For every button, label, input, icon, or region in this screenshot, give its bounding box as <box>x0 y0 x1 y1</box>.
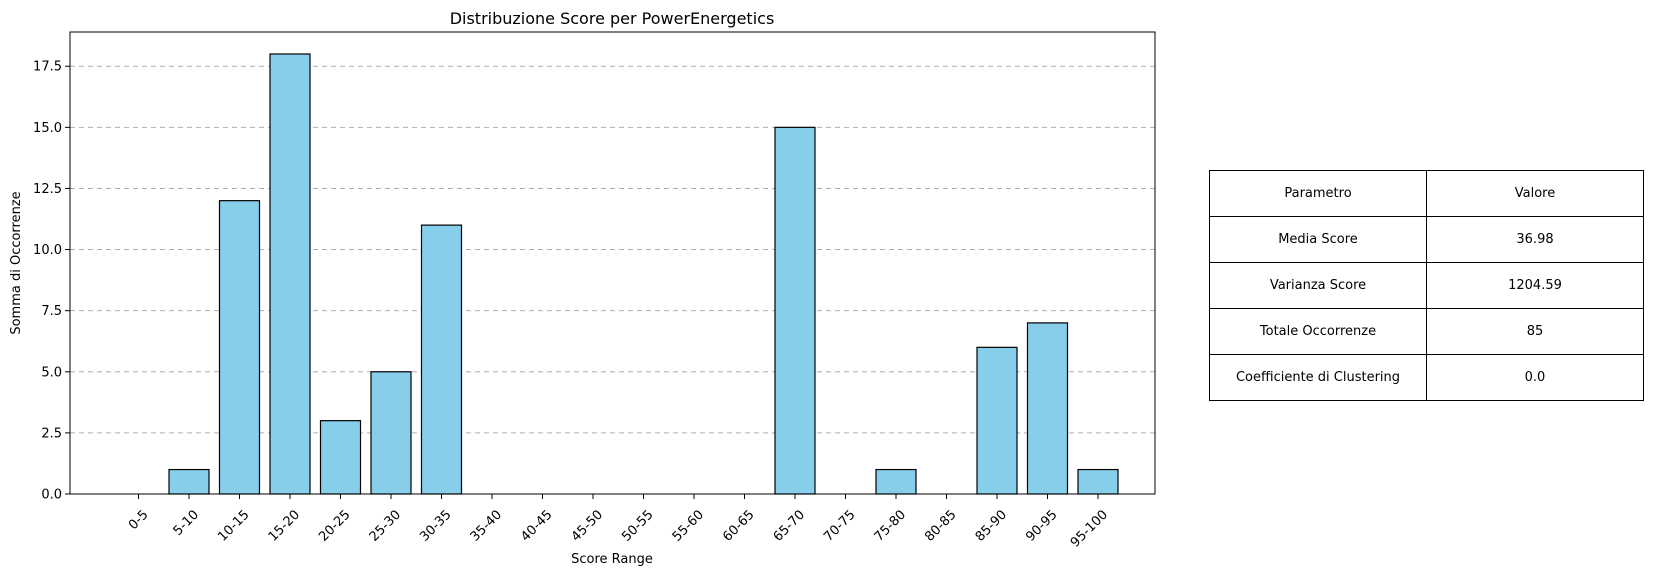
x-tick-label: 5-10 <box>171 507 202 538</box>
bar-90-95 <box>1026 322 1069 495</box>
x-tick-label: 65-70 <box>771 507 808 544</box>
bar-15-20 <box>269 53 311 495</box>
x-tick-label: 10-15 <box>215 507 252 544</box>
table-cell: 36.98 <box>1426 216 1644 263</box>
bars <box>168 53 1119 495</box>
bar-5-10 <box>168 468 210 495</box>
y-axis-label: Somma di Occorrenze <box>9 191 24 334</box>
table-header-row: Parametro Valore <box>1209 170 1644 217</box>
x-axis-label: Score Range <box>571 552 653 567</box>
y-axis-ticks: 0.0 2.5 5.0 7.5 10.0 12.5 15.0 17.5 <box>33 60 70 503</box>
bar-25-30 <box>370 371 412 495</box>
x-tick-label: 30-35 <box>417 507 454 544</box>
table-cell: Varianza Score <box>1209 262 1427 309</box>
x-tick-label: 60-65 <box>720 507 757 544</box>
chart-title: Distribuzione Score per PowerEnergetics <box>450 9 775 28</box>
x-tick-label: 95-100 <box>1068 507 1111 550</box>
x-axis-ticks: 0-5 5-10 10-15 15-20 20-25 25-30 30-35 35-40 40-… <box>126 494 1111 551</box>
y-tick-label: 10.0 <box>33 243 62 258</box>
x-tick-label: 85-90 <box>973 507 1010 544</box>
x-tick-label: 0-5 <box>126 507 152 533</box>
x-tick-label: 50-55 <box>619 507 656 544</box>
x-tick-label: 35-40 <box>468 507 505 544</box>
y-tick-label: 7.5 <box>41 304 62 319</box>
table-cell: Coefficiente di Clustering <box>1209 354 1427 401</box>
x-tick-label: 90-95 <box>1023 507 1060 544</box>
y-tick-label: 2.5 <box>41 426 62 441</box>
table-header-cell: Parametro <box>1209 170 1427 217</box>
x-tick-label: 25-30 <box>367 507 404 544</box>
bar-75-80 <box>875 468 917 495</box>
x-tick-label: 45-50 <box>569 507 606 544</box>
bar-30-35 <box>420 224 463 495</box>
x-tick-label: 55-60 <box>670 507 707 544</box>
bar-20-25 <box>319 420 362 495</box>
x-tick-label: 70-75 <box>821 507 858 544</box>
y-tick-label: 15.0 <box>33 121 62 136</box>
x-tick-label: 40-45 <box>518 507 555 544</box>
table-row: Varianza Score 1204.59 <box>1209 262 1644 309</box>
table-cell: 85 <box>1426 308 1644 355</box>
bar-85-90 <box>976 346 1018 495</box>
table-row: Media Score 36.98 <box>1209 216 1644 263</box>
x-tick-label: 20-25 <box>316 507 353 544</box>
table-cell: 1204.59 <box>1426 262 1644 309</box>
y-tick-label: 12.5 <box>33 182 62 197</box>
table-header-cell: Valore <box>1426 170 1644 217</box>
table-row: Totale Occorrenze 85 <box>1209 308 1644 355</box>
bar-65-70 <box>774 126 816 495</box>
table-cell: 0.0 <box>1426 354 1644 401</box>
table-row: Coefficiente di Clustering 0.0 <box>1209 354 1644 401</box>
stats-table: Parametro Valore Media Score 36.98 Varia… <box>1209 170 1644 401</box>
y-tick-label: 17.5 <box>33 60 62 75</box>
table-cell: Totale Occorrenze <box>1209 308 1427 355</box>
x-tick-label: 80-85 <box>922 507 959 544</box>
table-cell: Media Score <box>1209 216 1427 263</box>
y-tick-label: 5.0 <box>41 365 62 380</box>
bar-95-100 <box>1077 468 1119 495</box>
x-tick-label: 15-20 <box>266 507 303 544</box>
x-tick-label: 75-80 <box>872 507 909 544</box>
bar-10-15 <box>218 200 261 495</box>
y-tick-label: 0.0 <box>41 488 62 503</box>
plot-frame <box>69 31 1156 495</box>
grid-lines <box>70 65 1155 434</box>
